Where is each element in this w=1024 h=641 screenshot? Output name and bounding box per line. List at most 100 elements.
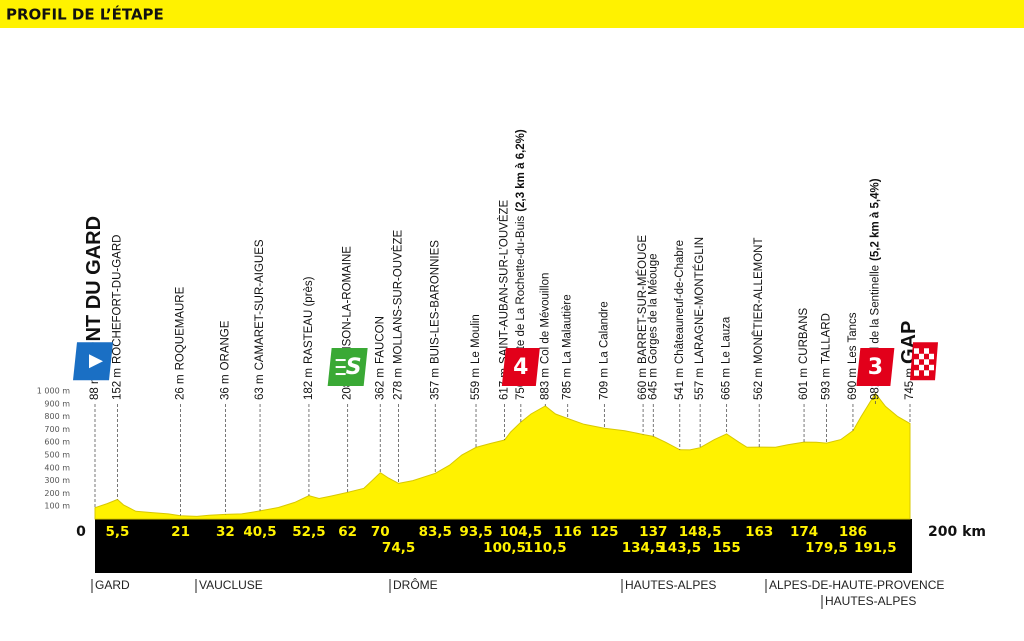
waypoint-name: MOLLANS-SUR-OUVÈZE [392,230,405,365]
waypoint-label: 26 m ROQUEMAURE [175,286,187,400]
climb-category: 3 [868,355,883,380]
waypoint-label: 562 m MONÊTIER-ALLEMONT [752,238,765,400]
y-tick-label: 800 m [44,412,70,421]
header-band [0,0,1024,28]
waypoint-label: 709 m La Calandre [598,301,610,400]
sprint-label: S [346,355,362,380]
waypoint-altitude: 665 m [721,368,733,400]
km-label: 125 [590,524,618,540]
km-label: 174 [790,524,818,540]
km-label: 32 [216,524,235,540]
waypoint-label: 690 m Les Tancs [847,312,859,400]
waypoint-name: LARAGNE-MONTÉGLIN [693,237,706,364]
finish-check [919,364,924,371]
waypoint-name: Les Tancs [847,312,859,364]
finish-check [924,348,929,354]
finish-check [914,348,919,354]
y-tick-label: 600 m [44,438,70,447]
start-arrow [89,354,103,369]
km-band [95,519,912,573]
waypoint-label: 357 m BUIS-LES-BARONNIES [429,240,441,400]
km-label: 116 [554,524,582,540]
region-label: ALPES-DE-HAUTE-PROVENCE [769,578,944,592]
km-label: 186 [839,524,867,540]
km-label: 74,5 [382,540,415,556]
km-label: 148,5 [679,524,722,540]
waypoint-altitude: 278 m [393,368,405,400]
km-label: 52,5 [292,524,325,540]
waypoint-altitude: 63 m [254,374,266,400]
profile-area [94,392,911,520]
waypoint-altitude: 690 m [847,368,859,400]
waypoint-detail: (5,2 km à 5,4%) [869,178,881,261]
waypoint-label: 36 m ORANGE [219,320,231,400]
waypoint-name: Le Moulin [470,314,482,364]
km-label: 104,5 [499,524,542,540]
finish-check [919,353,924,360]
waypoint-label: 601 m CURBANS [798,307,810,400]
waypoint-altitude: 88 m [89,374,101,400]
y-tick-label: 100 m [44,502,70,511]
km-label: 40,5 [243,524,276,540]
waypoint-name: FAUCON [374,316,386,364]
waypoint-name: CURBANS [798,307,810,364]
waypoint-altitude: 357 m [429,368,441,400]
waypoint-name: BUIS-LES-BARONNIES [429,240,441,364]
waypoint-altitude: 559 m [470,368,482,400]
km-label: 5,5 [105,524,129,540]
region-label: DRÔME [393,577,438,592]
waypoint-altitude: 709 m [598,368,610,400]
y-tick-label: 400 m [44,463,70,472]
waypoint-name: Châteauneuf-de-Chabre [674,240,686,364]
waypoint-label: 63 m CAMARET-SUR-AIGUES [254,239,266,400]
waypoint-altitude: 601 m [798,368,810,400]
page-title: PROFIL DE L’ÉTAPE [6,5,164,24]
waypoint-label: 557 m LARAGNE-MONTÉGLIN [693,237,706,400]
y-tick-label: 900 m [44,399,70,408]
waypoint-altitude: 152 m [111,368,123,400]
waypoint-altitude: 593 m [820,368,832,400]
waypoint-name: Col de Mévouillon [539,273,551,364]
waypoint-name: La Malautière [562,294,574,364]
finish-check [924,370,929,376]
waypoint-name: Côte de La Rochette-du-Buis [515,215,527,364]
waypoint-altitude: 660 m [637,368,649,400]
waypoint-altitude: 36 m [219,374,231,400]
waypoint-label: 660 m BARRET-SUR-MÉOUGE [636,235,649,400]
km-label: 100,5 [483,540,526,556]
km-label: 70 [371,524,390,540]
region-label: VAUCLUSE [199,578,263,592]
waypoint-altitude: 26 m [175,374,187,400]
region-label: HAUTES-ALPES [625,578,716,592]
km-label: 179,5 [805,540,848,556]
x-tick-label: 200 km [928,524,986,540]
y-tick-label: 200 m [44,489,70,498]
waypoint-name: TALLARD [820,313,832,364]
climb-icon [856,348,895,387]
waypoint-altitude: 557 m [694,368,706,400]
waypoint-name: PONT DU GARD [83,216,105,370]
km-label: 83,5 [419,524,452,540]
waypoint-name: La Calandre [598,301,610,364]
waypoint-label: 593 m TALLARD [820,313,832,400]
km-label: 93,5 [459,524,492,540]
waypoint-label: 182 m RASTEAU (près) [303,276,315,400]
waypoint-label: 152 m ROCHEFORT-DU-GARD [111,235,123,400]
waypoint-name: Col de la Sentinelle [869,265,881,364]
finish-check [914,370,919,376]
waypoint-altitude: 362 m [374,368,386,400]
km-label: 137 [639,524,667,540]
waypoint-altitude: 182 m [303,368,315,400]
waypoint-altitude: 541 m [674,368,686,400]
waypoint-name: ROCHEFORT-DU-GARD [111,235,123,364]
waypoint-label: 883 m Col de Mévouillon [539,273,551,400]
waypoint-name: RASTEAU (près) [303,276,315,364]
region-label: GARD [95,578,130,592]
waypoint-name: MONÊTIER-ALLEMONT [752,238,765,365]
km-label: 155 [713,540,741,556]
waypoint-altitude: 785 m [562,368,574,400]
region-label: HAUTES-ALPES [825,594,916,608]
waypoint-name: ROQUEMAURE [175,286,187,370]
waypoint-name: CAMARET-SUR-AIGUES [254,239,266,370]
